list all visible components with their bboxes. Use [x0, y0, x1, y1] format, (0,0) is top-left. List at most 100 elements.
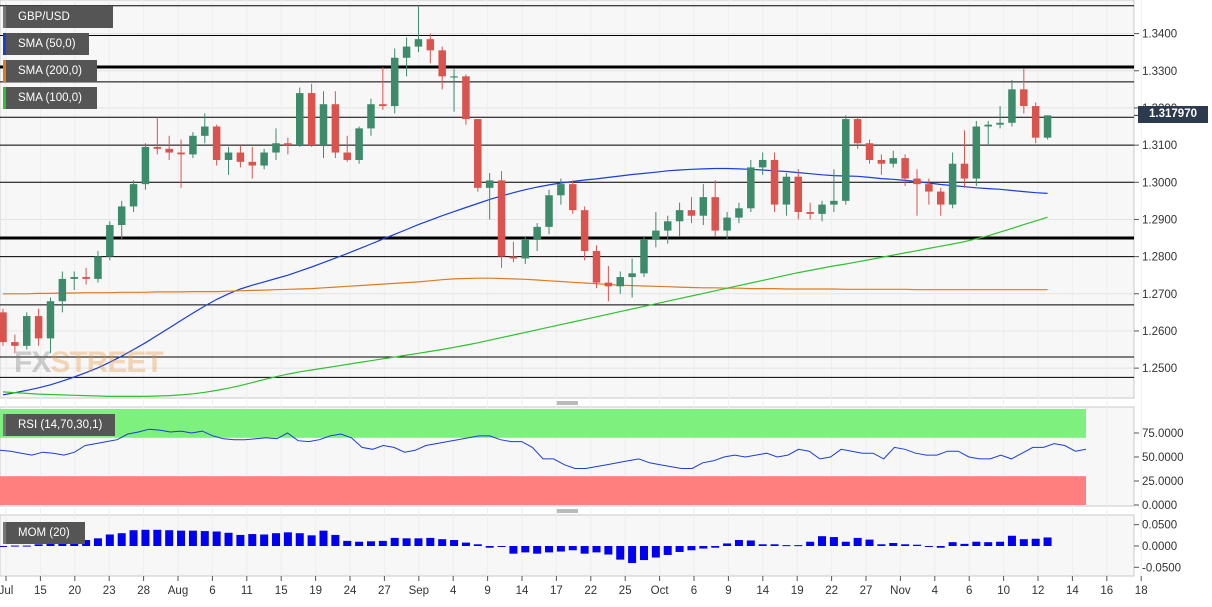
- time-tick-label: 15: [275, 585, 288, 597]
- candle-body: [794, 176, 803, 213]
- mom-tick-label: 0.0500: [1142, 520, 1177, 532]
- mom-bar: [723, 543, 732, 546]
- mom-bar: [794, 545, 803, 547]
- mom-bar: [687, 546, 696, 551]
- rsi-tick-label: 25.0000: [1142, 476, 1184, 488]
- time-tick-label: 20: [68, 585, 81, 597]
- mom-bar: [177, 530, 186, 546]
- candle-body: [628, 273, 636, 278]
- rsi-label[interactable]: RSI (14,70,30,1): [3, 414, 115, 436]
- mom-bar: [841, 541, 850, 546]
- candle-body: [367, 104, 375, 129]
- time-tick-label: 19: [309, 585, 322, 597]
- candle-body: [177, 152, 185, 155]
- time-tick-label: 27: [378, 585, 391, 597]
- candle-body: [723, 217, 731, 231]
- rsi-tick-label: 0.0000: [1142, 500, 1177, 512]
- candle-body: [616, 277, 624, 287]
- mom-bar: [889, 543, 898, 546]
- time-tick-label: 9: [484, 585, 490, 597]
- mom-bar: [283, 532, 292, 546]
- fxstreet-watermark: FXSTREET: [14, 346, 164, 379]
- candle-body: [22, 316, 31, 346]
- sma100-label[interactable]: SMA (100,0): [3, 87, 97, 109]
- mom-bar: [1007, 535, 1016, 546]
- time-tick-label: Oct: [651, 585, 670, 597]
- time-tick-label: 22: [584, 585, 597, 597]
- mom-bar: [509, 546, 518, 554]
- mom-bar: [82, 540, 91, 546]
- mom-bar: [1031, 538, 1040, 546]
- mom-bar: [22, 545, 31, 547]
- candle-body: [474, 119, 482, 188]
- mom-bar: [604, 546, 613, 555]
- time-tick-label: Aug: [168, 585, 188, 597]
- mom-bar: [533, 546, 542, 554]
- rsi-tick-label: 50.0000: [1142, 452, 1184, 464]
- candle-body: [901, 158, 909, 179]
- mom-bar: [960, 543, 969, 546]
- candle-body: [842, 119, 850, 201]
- mom-bar: [699, 546, 708, 549]
- candle-body: [913, 178, 921, 185]
- time-tick-label: 4: [450, 585, 457, 597]
- mom-bar: [188, 530, 197, 546]
- mom-bar: [272, 533, 281, 546]
- mom-bar: [663, 546, 672, 555]
- candle-body: [533, 226, 541, 240]
- sma-line: [2, 216, 1048, 397]
- time-tick-label: 25: [619, 585, 632, 597]
- candle-body: [201, 126, 209, 136]
- candle-body: [996, 122, 1004, 125]
- mom-bar: [770, 544, 779, 546]
- time-tick-label: 17: [550, 585, 563, 597]
- time-tick-label: 24: [344, 585, 357, 597]
- mom-bar: [331, 534, 340, 546]
- mom-bar: [901, 544, 910, 546]
- rsi-line: [0, 428, 1087, 469]
- panel-resize-handle: [556, 401, 578, 405]
- candle-body: [557, 184, 565, 196]
- price-tick-label: 1.2800: [1142, 252, 1177, 264]
- candle-body: [960, 163, 969, 179]
- candle-body: [343, 152, 351, 160]
- mom-bar: [592, 546, 601, 553]
- price-tick-label: 1.3400: [1142, 29, 1177, 41]
- candle-body: [34, 316, 43, 339]
- mom-bar: [153, 529, 162, 546]
- candle-body: [569, 184, 577, 211]
- time-tick-label: 22: [825, 585, 838, 597]
- mom-bar: [46, 543, 55, 546]
- candle-body: [936, 191, 945, 205]
- mom-bar: [295, 533, 304, 546]
- candle-body: [699, 197, 708, 216]
- candle-body: [604, 282, 613, 287]
- panel-resize-handle: [556, 509, 578, 513]
- time-tick-label: 18: [1135, 585, 1148, 597]
- candle-body: [379, 104, 387, 107]
- candle-body: [770, 159, 779, 205]
- mom-bar: [996, 541, 1005, 546]
- sma200-text: SMA (200,0): [18, 65, 82, 77]
- mom-bar: [366, 541, 375, 546]
- candle-body: [11, 342, 19, 346]
- mom-tick-label: 0.0000: [1142, 541, 1177, 553]
- candle-body: [735, 208, 743, 218]
- symbol-label[interactable]: GBP/USD: [3, 6, 113, 28]
- candle-body: [818, 204, 826, 214]
- candle-body: [580, 210, 589, 252]
- mom-bar: [948, 542, 957, 546]
- candle-body: [438, 50, 446, 77]
- candle-body: [485, 180, 494, 188]
- mom-label[interactable]: MOM (20): [3, 522, 85, 544]
- mom-bar: [758, 544, 767, 546]
- mom-bar: [746, 540, 755, 546]
- sma200-label[interactable]: SMA (200,0): [3, 60, 97, 82]
- time-tick-label: 28: [137, 585, 150, 597]
- candle-body: [307, 93, 316, 146]
- sma50-label[interactable]: SMA (50,0): [3, 33, 89, 55]
- price-tick-label: 1.3100: [1142, 140, 1177, 152]
- mom-bar: [675, 546, 684, 552]
- mom-bar: [782, 545, 791, 547]
- mom-bar: [639, 546, 648, 561]
